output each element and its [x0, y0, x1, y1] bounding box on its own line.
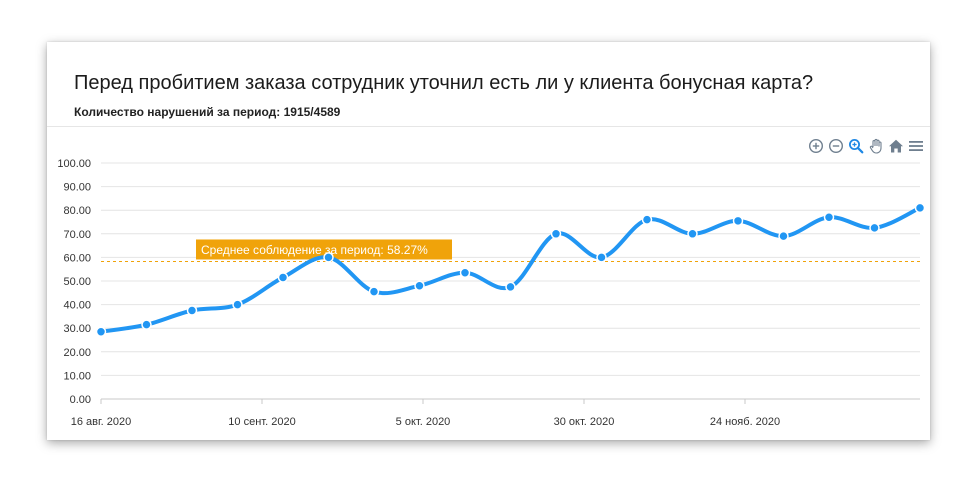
data-point[interactable]: [778, 230, 789, 242]
y-tick-label: 90.00: [63, 182, 91, 194]
y-tick-label: 60.00: [63, 252, 91, 264]
y-axis-tick-labels: 0.00 10.00 20.00 30.00 40.00 50.00 60.00 70.00 8…: [57, 158, 91, 406]
x-tick-label: 30 окт. 2020: [554, 416, 615, 428]
data-point[interactable]: [869, 222, 880, 234]
average-label-box: [196, 239, 452, 260]
x-axis-tick-labels: 16 авг. 2020 10 сент. 2020 5 окт. 2020 30 о…: [71, 399, 780, 428]
data-point[interactable]: [232, 299, 243, 310]
data-point[interactable]: [505, 281, 516, 293]
data-point[interactable]: [186, 305, 198, 316]
average-annotation: Среднее соблюдение за период: 58.27%: [101, 239, 920, 262]
y-tick-label: 70.00: [63, 229, 91, 241]
data-point[interactable]: [914, 202, 926, 214]
data-point[interactable]: [141, 319, 152, 330]
series-compliance: [99, 205, 922, 334]
data-point[interactable]: [368, 286, 380, 297]
zoom-in-icon[interactable]: [808, 138, 824, 154]
data-point[interactable]: [596, 252, 607, 263]
data-point[interactable]: [95, 326, 107, 337]
x-tick-label: 5 окт. 2020: [396, 416, 451, 428]
menu-icon[interactable]: [908, 138, 924, 154]
data-point[interactable]: [277, 272, 289, 283]
home-icon[interactable]: [888, 138, 904, 154]
pan-hand-icon[interactable]: [868, 138, 884, 154]
data-point[interactable]: [687, 228, 698, 240]
violations-count: Количество нарушений за период: 1915/458…: [74, 105, 341, 119]
data-points: [95, 202, 926, 337]
y-tick-label: 0.00: [70, 394, 91, 406]
data-point[interactable]: [414, 280, 425, 291]
chart-title: Перед пробитием заказа сотрудник уточнил…: [74, 72, 814, 94]
data-point[interactable]: [823, 212, 835, 223]
line-chart: 0.00 10.00 20.00 30.00 40.00 50.00 60.00 70.00 8…: [57, 158, 926, 428]
zoom-out-icon[interactable]: [828, 138, 844, 154]
y-tick-label: 10.00: [63, 370, 91, 382]
y-tick-label: 100.00: [57, 158, 91, 170]
y-tick-label: 50.00: [63, 276, 91, 288]
data-point[interactable]: [732, 215, 744, 227]
chart-card: Перед пробитием заказа сотрудник уточнил…: [47, 42, 930, 440]
y-tick-label: 20.00: [63, 347, 91, 359]
series-line: [99, 205, 922, 334]
y-tick-label: 30.00: [63, 323, 91, 335]
x-tick-label: 16 авг. 2020: [71, 416, 132, 428]
header-divider: [47, 126, 930, 127]
zoom-selection-icon[interactable]: [848, 138, 864, 154]
data-point[interactable]: [641, 214, 653, 225]
data-point[interactable]: [323, 252, 334, 263]
y-tick-label: 80.00: [63, 205, 91, 217]
data-point[interactable]: [550, 228, 562, 240]
average-label: Среднее соблюдение за период: 58.27%: [201, 243, 428, 257]
x-tick-label: 10 сент. 2020: [228, 416, 295, 428]
y-tick-label: 40.00: [63, 300, 91, 312]
x-tick-label: 24 нояб. 2020: [710, 416, 780, 428]
data-point[interactable]: [459, 267, 471, 278]
chart-toolbar: [808, 137, 924, 155]
grid-lines: [101, 162, 920, 400]
